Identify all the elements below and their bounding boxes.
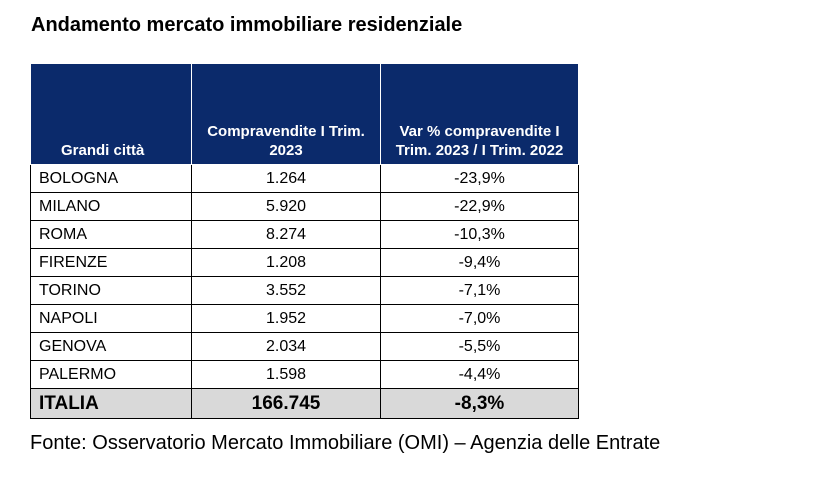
cell-sales: 1.264: [191, 164, 381, 193]
cell-change: -10,3%: [380, 220, 579, 249]
header-change: Var % compravendite I Trim. 2023 / I Tri…: [380, 63, 579, 165]
cell-sales: 1.952: [191, 304, 381, 333]
cell-change: -22,9%: [380, 192, 579, 221]
cell-sales: 3.552: [191, 276, 381, 305]
table-row: GENOVA 2.034 -5,5%: [30, 332, 579, 361]
sales-table: Grandi città Compravendite I Trim. 2023 …: [30, 63, 579, 419]
table-row: PALERMO 1.598 -4,4%: [30, 360, 579, 389]
cell-city: BOLOGNA: [30, 164, 192, 193]
table-row: NAPOLI 1.952 -7,0%: [30, 304, 579, 333]
total-sales: 166.745: [191, 388, 381, 419]
cell-change: -5,5%: [380, 332, 579, 361]
cell-city: ROMA: [30, 220, 192, 249]
cell-sales: 1.598: [191, 360, 381, 389]
cell-city: TORINO: [30, 276, 192, 305]
source-note: Fonte: Osservatorio Mercato Immobiliare …: [30, 432, 661, 454]
table-row: ROMA 8.274 -10,3%: [30, 220, 579, 249]
table-row: TORINO 3.552 -7,1%: [30, 276, 579, 305]
page-title: Andamento mercato immobiliare residenzia…: [31, 14, 463, 36]
cell-sales: 2.034: [191, 332, 381, 361]
table-row: FIRENZE 1.208 -9,4%: [30, 248, 579, 277]
cell-city: GENOVA: [30, 332, 192, 361]
cell-city: NAPOLI: [30, 304, 192, 333]
cell-change: -23,9%: [380, 164, 579, 193]
cell-sales: 5.920: [191, 192, 381, 221]
cell-change: -7,1%: [380, 276, 579, 305]
cell-sales: 1.208: [191, 248, 381, 277]
total-row: ITALIA 166.745 -8,3%: [30, 388, 579, 419]
cell-city: MILANO: [30, 192, 192, 221]
table-header-row: Grandi città Compravendite I Trim. 2023 …: [30, 63, 579, 165]
cell-change: -9,4%: [380, 248, 579, 277]
cell-change: -4,4%: [380, 360, 579, 389]
header-city: Grandi città: [30, 63, 192, 165]
header-sales: Compravendite I Trim. 2023: [191, 63, 381, 165]
total-city: ITALIA: [30, 388, 192, 419]
table-row: BOLOGNA 1.264 -23,9%: [30, 164, 579, 193]
total-change: -8,3%: [380, 388, 579, 419]
cell-city: FIRENZE: [30, 248, 192, 277]
cell-change: -7,0%: [380, 304, 579, 333]
cell-city: PALERMO: [30, 360, 192, 389]
cell-sales: 8.274: [191, 220, 381, 249]
table-row: MILANO 5.920 -22,9%: [30, 192, 579, 221]
